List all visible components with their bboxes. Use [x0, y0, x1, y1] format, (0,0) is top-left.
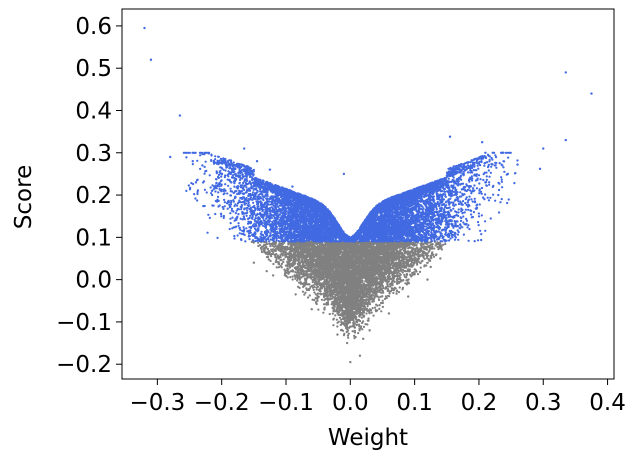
data-point [310, 308, 313, 311]
data-point [178, 114, 182, 117]
x-tick-label: 0.0 [332, 390, 369, 416]
data-point [143, 26, 146, 30]
data-point [361, 337, 365, 341]
data-point [542, 147, 545, 150]
data-point [149, 58, 153, 61]
y-tick-label: −0.2 [56, 352, 112, 378]
y-tick-label: −0.1 [56, 310, 112, 336]
data-point [439, 257, 442, 260]
data-point [265, 269, 268, 273]
y-tick-label: 0.2 [75, 183, 112, 209]
x-tick-label: 0.2 [461, 390, 498, 416]
data-point [349, 360, 352, 364]
y-axis-label: Score [11, 165, 37, 229]
y-tick-label: 0.6 [75, 14, 112, 40]
data-point [294, 293, 297, 296]
data-points [143, 26, 593, 364]
data-point [426, 278, 429, 281]
y-tick-label: 0.5 [75, 56, 112, 82]
data-point [564, 138, 567, 142]
data-point [191, 160, 194, 163]
plot-background [122, 9, 614, 379]
x-tick-label: 0.1 [396, 390, 433, 416]
data-point [493, 164, 497, 167]
y-tick-label: 0.1 [75, 225, 112, 251]
data-point [368, 329, 371, 332]
data-point [169, 155, 172, 159]
data-point [564, 71, 567, 74]
data-point [242, 147, 246, 150]
plot-frame [121, 8, 615, 380]
y-axis: −0.2 −0.1 0.0 0.1 0.2 0.3 0.4 0.5 0.6 [56, 14, 122, 378]
data-point [406, 295, 410, 298]
data-point [448, 135, 452, 138]
data-point [429, 265, 432, 269]
x-tick-label: 0.3 [525, 390, 562, 416]
x-tick-label: −0.3 [129, 390, 185, 416]
data-point [210, 189, 214, 193]
data-point [271, 274, 275, 277]
y-tick-label: 0.3 [75, 141, 112, 167]
data-point [345, 341, 349, 345]
data-point [538, 167, 542, 171]
data-point [590, 92, 593, 95]
data-point [255, 160, 259, 163]
data-point [484, 181, 487, 184]
data-point [387, 312, 391, 315]
data-point [291, 185, 294, 188]
x-tick-label: −0.2 [194, 390, 250, 416]
data-point [220, 172, 223, 176]
y-tick-label: 0.0 [75, 268, 112, 294]
data-point [194, 181, 198, 184]
data-point [506, 172, 510, 176]
y-tick-label: 0.4 [75, 98, 112, 124]
data-point [358, 354, 362, 357]
data-point [497, 193, 500, 197]
data-point [484, 151, 487, 154]
data-point [516, 163, 519, 166]
data-point [252, 261, 256, 264]
data-point [201, 164, 204, 167]
point-cloud-above-threshold [182, 151, 519, 243]
data-point [268, 168, 272, 171]
data-point [480, 141, 484, 144]
x-tick-label: 0.4 [589, 390, 626, 416]
x-axis: −0.3 −0.2 −0.1 0.0 0.1 0.2 0.3 0.4 [129, 379, 626, 416]
x-axis-label: Weight [328, 425, 408, 451]
data-point [336, 333, 339, 336]
point-cloud-below-threshold [250, 240, 447, 340]
data-point [342, 172, 346, 176]
data-point [233, 176, 236, 180]
x-tick-label: −0.1 [258, 390, 314, 416]
